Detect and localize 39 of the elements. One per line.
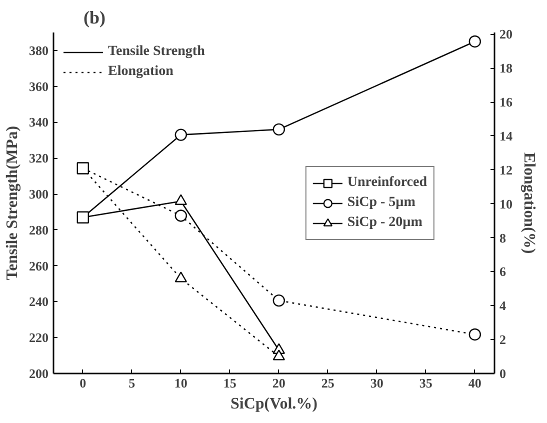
y-axis-title: Tensile Strength(MPa) bbox=[4, 126, 21, 280]
x-tick-label: 30 bbox=[370, 376, 384, 390]
y2-tick-label: 10 bbox=[500, 196, 512, 212]
legend-label: Unreinforced bbox=[347, 174, 427, 190]
annotation: Elongation bbox=[108, 64, 174, 80]
y-tick-label: 200 bbox=[29, 366, 48, 381]
y2-tick-label: 14 bbox=[500, 128, 513, 144]
y-tick-label: 220 bbox=[29, 330, 48, 346]
y2-tick-label: 18 bbox=[500, 60, 513, 76]
y2-tick-label: 16 bbox=[500, 94, 513, 110]
y-tick-label: 260 bbox=[29, 258, 48, 274]
y2-tick-label: 0 bbox=[500, 366, 506, 381]
x-tick-label: 15 bbox=[223, 376, 237, 390]
y2-tick-label: 8 bbox=[500, 230, 506, 246]
x-tick-label: 0 bbox=[80, 376, 86, 390]
y-tick-label: 280 bbox=[29, 222, 48, 238]
y2-axis-title: Elongation(%) bbox=[520, 152, 538, 254]
y-tick-label: 300 bbox=[29, 186, 48, 202]
y2-tick-label: 2 bbox=[500, 332, 506, 348]
x-axis-title: SiCp(Vol.%) bbox=[230, 396, 318, 412]
chart-title: (b) bbox=[84, 8, 106, 28]
annotation: Tensile Strength bbox=[108, 44, 205, 60]
y-tick-label: 360 bbox=[29, 78, 48, 94]
x-tick-label: 40 bbox=[468, 376, 482, 390]
legend-label: SiCp - 20µm bbox=[347, 214, 422, 230]
x-tick-label: 25 bbox=[321, 376, 335, 390]
y-tick-label: 240 bbox=[29, 294, 48, 310]
x-tick-label: 5 bbox=[128, 376, 136, 390]
x-tick-label: 35 bbox=[419, 376, 433, 390]
legend-label: SiCp - 5µm bbox=[347, 194, 416, 210]
y2-tick-label: 20 bbox=[500, 26, 512, 42]
x-tick-label: 20 bbox=[272, 376, 286, 390]
y2-tick-label: 6 bbox=[500, 264, 506, 280]
y2-tick-label: 12 bbox=[500, 162, 512, 178]
y-tick-label: 340 bbox=[29, 114, 48, 130]
y-tick-label: 380 bbox=[29, 42, 48, 58]
y-tick-label: 320 bbox=[29, 150, 48, 166]
y2-tick-label: 4 bbox=[500, 298, 506, 314]
x-tick-label: 10 bbox=[174, 376, 188, 390]
